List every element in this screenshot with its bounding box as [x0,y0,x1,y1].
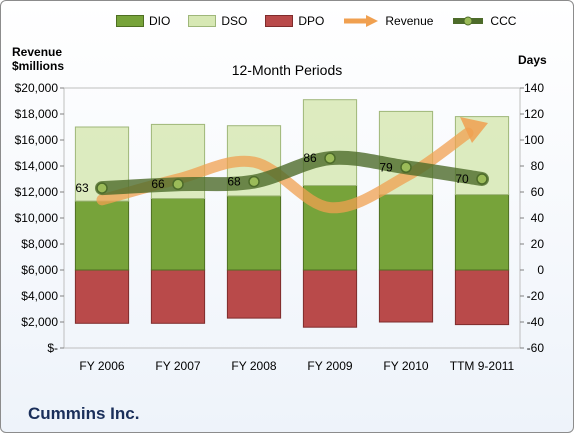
y-left-tick-label: $16,000 [15,133,59,147]
y-right-tick-label: 140 [524,81,544,95]
x-category-label: FY 2007 [155,359,200,373]
bar-dpo [454,269,510,326]
chart-title: 12-Month Periods [231,62,343,78]
y-right-tick-label: 80 [531,159,545,173]
bar-dio [226,195,282,271]
ccc-data-label: 63 [75,181,89,195]
ccc-point [172,178,184,190]
y-right-tick-label: 20 [531,237,545,251]
bar-dpo [150,269,206,324]
bar-dio [74,200,130,271]
ccc-point [476,173,488,185]
legend-item-revenue: Revenue [342,14,433,28]
y-left-tick-label: $10,000 [15,211,59,225]
legend-swatch-dio [116,15,144,27]
legend-swatch-dpo [265,15,294,27]
bar-dpo [74,269,130,324]
bar-dpo [226,269,282,319]
bar-dio [150,198,206,271]
ccc-point [400,161,412,174]
legend: DIO DSO DPO Revenue CCC [116,14,516,28]
y-axis-right-label: Days [518,53,547,67]
legend-item-ccc: CCC [451,14,516,28]
legend-label-ccc: CCC [490,14,517,28]
legend-label-dpo: DPO [298,14,325,28]
y-right-tick-label: -60 [527,341,545,355]
ccc-data-label: 79 [379,160,393,174]
x-category-label: FY 2008 [231,359,276,373]
ccc-data-label: 68 [227,175,241,189]
x-category-label: FY 2006 [79,359,124,373]
y-left-tick-label: $18,000 [15,107,59,121]
ccc-line [95,150,489,196]
y-axis-left-label-text: Revenue $millions [12,45,65,73]
y-left-tick-label: $2,000 [21,315,58,329]
x-category-label: FY 2010 [383,359,428,373]
y-left-tick-label: $20,000 [15,81,59,95]
y-left-tick-label: $6,000 [21,263,58,277]
legend-item-dpo: DPO [265,14,324,28]
y-right-tick-label: 0 [537,263,544,277]
axes-layer: $- $2,000 $4,000 $6,000 $8,000 $10,000 $12,000… [15,81,545,373]
bars-layer [74,99,510,328]
y-right-tick-label: 60 [531,185,545,199]
company-name: Cummins Inc. [28,404,140,423]
legend-swatch-dso [188,15,217,27]
x-category-label: TTM 9-2011 [450,359,515,373]
ccc-point [96,182,108,194]
y-left-tick-label: $14,000 [15,159,59,173]
legend-item-dso: DSO [188,14,247,28]
lines-layer: 63 66 68 86 79 70 [75,117,489,214]
ccc-data-label: 66 [151,177,165,191]
ccc-data-label: 70 [455,172,469,186]
legend-item-dio: DIO [116,14,170,28]
legend-label-dio: DIO [149,14,171,28]
y-right-tick-label: -20 [527,289,545,303]
ccc-point [248,175,260,188]
legend-swatch-revenue [344,15,379,27]
x-category-label: FY 2009 [307,359,352,373]
ccc-point [324,152,336,164]
plot-area-border [63,87,521,349]
ccc-data-label: 86 [303,151,317,165]
legend-label-dso: DSO [221,14,248,28]
bar-dpo [302,269,358,328]
bar-dio [454,194,510,271]
y-right-tick-label: -40 [527,315,545,329]
bar-dso [302,99,358,186]
legend-swatch-ccc [453,16,484,26]
revenue-arrowhead [460,117,488,143]
y-right-tick-label: 120 [524,107,544,121]
y-axis-left-label: Revenue $millions [12,45,72,73]
bar-dpo [378,269,434,323]
y-right-tick-label: 100 [524,133,544,147]
y-left-tick-label: $- [47,341,58,355]
y-right-tick-label: 40 [531,211,545,225]
y-left-tick-label: $4,000 [21,289,58,303]
y-left-tick-label: $8,000 [21,237,58,251]
legend-label-revenue: Revenue [385,14,434,28]
y-left-tick-label: $12,000 [15,185,59,199]
bar-dio [378,194,434,271]
